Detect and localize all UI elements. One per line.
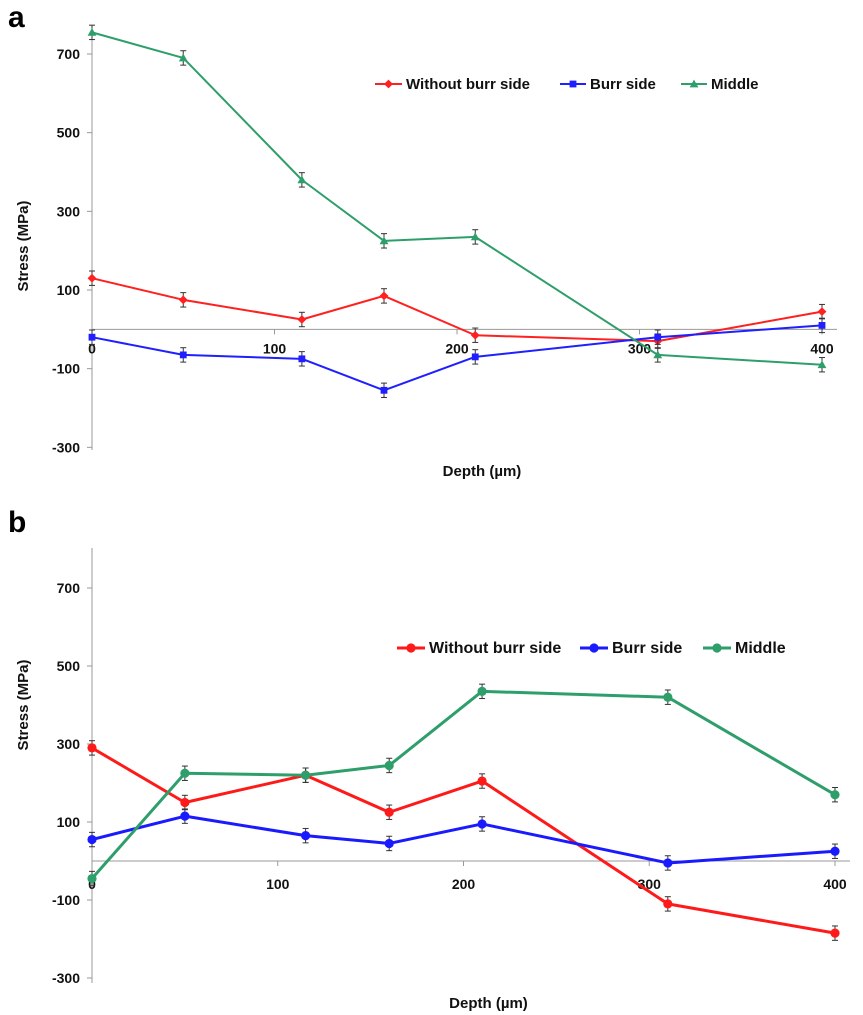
- legend-label: Burr side: [590, 76, 656, 93]
- series-line: [91, 814, 836, 865]
- data-point: [817, 307, 827, 317]
- data-point: [178, 53, 188, 62]
- series-middle: [87, 683, 840, 887]
- data-point: [87, 273, 97, 283]
- legend-marker: [589, 643, 599, 653]
- data-point: [663, 899, 673, 909]
- legend-marker: [712, 643, 722, 653]
- data-point: [818, 322, 826, 329]
- legend-item: Middle: [703, 640, 786, 657]
- x-tick-label: 100: [263, 340, 287, 356]
- data-point: [470, 232, 480, 241]
- legend-label: Burr side: [612, 640, 682, 657]
- data-point: [654, 333, 662, 341]
- legend-label: Without burr side: [406, 76, 530, 93]
- data-point: [817, 360, 827, 369]
- legend-marker: [689, 79, 699, 88]
- legend-label: Middle: [735, 640, 786, 657]
- data-point: [663, 858, 673, 868]
- data-point: [297, 315, 307, 324]
- data-point: [180, 768, 190, 778]
- y-tick-label: 700: [57, 46, 81, 62]
- series-without-burr-side: [87, 740, 840, 941]
- x-tick-label: 200: [445, 340, 469, 356]
- legend-item: Without burr side: [397, 640, 561, 657]
- data-point: [379, 236, 389, 245]
- data-point: [380, 386, 388, 394]
- data-point: [477, 819, 487, 829]
- data-point: [384, 838, 394, 849]
- data-point: [653, 350, 663, 359]
- legend-item: Burr side: [580, 640, 682, 657]
- data-point: [470, 330, 480, 340]
- panel-letter: b: [8, 506, 26, 539]
- data-point: [301, 770, 311, 780]
- data-point: [477, 686, 487, 696]
- data-point: [663, 692, 673, 702]
- series-line: [90, 689, 836, 880]
- data-point: [384, 760, 394, 771]
- panel-letter: a: [8, 1, 25, 34]
- y-tick-label: -100: [52, 892, 80, 908]
- series-line: [91, 746, 836, 935]
- legend-item: Burr side: [560, 76, 656, 93]
- data-point: [180, 797, 190, 808]
- y-tick-label: 700: [57, 580, 81, 596]
- legend-item: Without burr side: [375, 76, 530, 93]
- y-tick-label: -300: [52, 439, 80, 455]
- y-tick-label: -300: [52, 970, 80, 986]
- y-tick-label: 100: [57, 282, 81, 298]
- data-point: [830, 790, 840, 800]
- x-axis-title: Depth (µm): [443, 463, 522, 480]
- y-tick-label: 500: [57, 125, 81, 141]
- y-tick-label: -100: [52, 361, 80, 377]
- data-point: [301, 831, 311, 841]
- x-tick-label: 0: [88, 340, 96, 356]
- data-point: [87, 743, 97, 753]
- legend-label: Middle: [711, 76, 759, 93]
- data-point: [87, 834, 97, 845]
- series-middle: [87, 24, 827, 373]
- data-point: [830, 928, 840, 938]
- y-axis-title: Stress (MPa): [15, 201, 32, 292]
- y-tick-label: 300: [57, 736, 81, 752]
- legend-marker: [569, 80, 577, 88]
- chart-panel-a: a 700 500 300 100 -100 -300 0 100 200 300 400 Depth …: [8, 1, 837, 480]
- data-point: [178, 295, 188, 305]
- data-point: [384, 807, 394, 817]
- legend-marker: [384, 79, 393, 89]
- data-point: [87, 873, 97, 884]
- y-tick-label: 300: [57, 203, 81, 219]
- data-point: [87, 27, 97, 36]
- x-axis-title: Depth (µm): [449, 995, 528, 1012]
- legend-label: Without burr side: [429, 640, 561, 657]
- x-tick-label: 400: [823, 876, 847, 892]
- data-point: [88, 333, 96, 341]
- x-tick-label: 200: [452, 876, 476, 892]
- chart-panel-b: b700500300100-100-3000100200300400Depth …: [8, 506, 850, 1012]
- x-tick-label: 300: [638, 876, 662, 892]
- x-tick-label: 400: [810, 340, 834, 356]
- series-burr-side: [88, 317, 826, 398]
- data-point: [477, 776, 487, 786]
- data-point: [830, 846, 840, 856]
- series-without-burr-side: [87, 270, 827, 349]
- series-burr-side: [87, 808, 840, 871]
- data-point: [471, 353, 479, 361]
- data-point: [297, 175, 307, 184]
- legend-item: Middle: [681, 76, 759, 93]
- x-tick-label: 100: [266, 876, 290, 892]
- y-tick-label: 500: [57, 658, 81, 674]
- data-point: [180, 811, 190, 821]
- legend-marker: [406, 643, 416, 653]
- y-tick-label: 100: [57, 814, 81, 830]
- x-tick-label: 300: [628, 340, 652, 356]
- data-point: [179, 351, 187, 359]
- data-point: [298, 355, 306, 363]
- y-axis-title: Stress (MPa): [15, 660, 32, 751]
- data-point: [379, 291, 389, 301]
